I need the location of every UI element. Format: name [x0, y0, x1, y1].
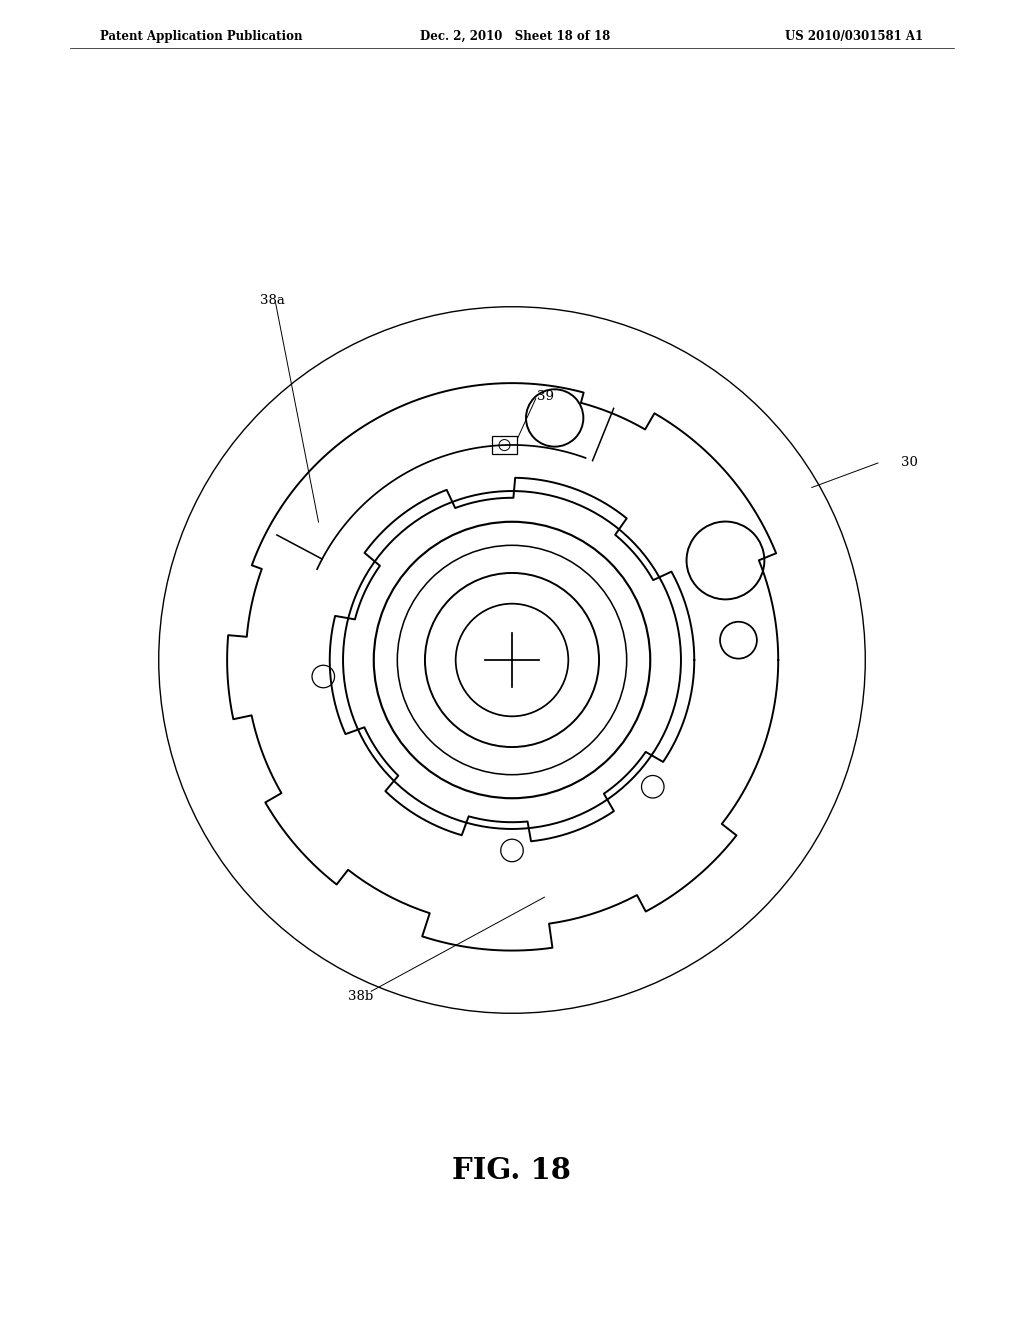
Text: Dec. 2, 2010   Sheet 18 of 18: Dec. 2, 2010 Sheet 18 of 18 — [420, 30, 610, 44]
Text: 39: 39 — [537, 389, 554, 403]
Text: 30: 30 — [901, 455, 918, 469]
Text: 38a: 38a — [260, 293, 285, 306]
Text: US 2010/0301581 A1: US 2010/0301581 A1 — [785, 30, 923, 44]
Text: Patent Application Publication: Patent Application Publication — [100, 30, 302, 44]
Text: 38b: 38b — [348, 990, 374, 1003]
Text: FIG. 18: FIG. 18 — [453, 1156, 571, 1185]
